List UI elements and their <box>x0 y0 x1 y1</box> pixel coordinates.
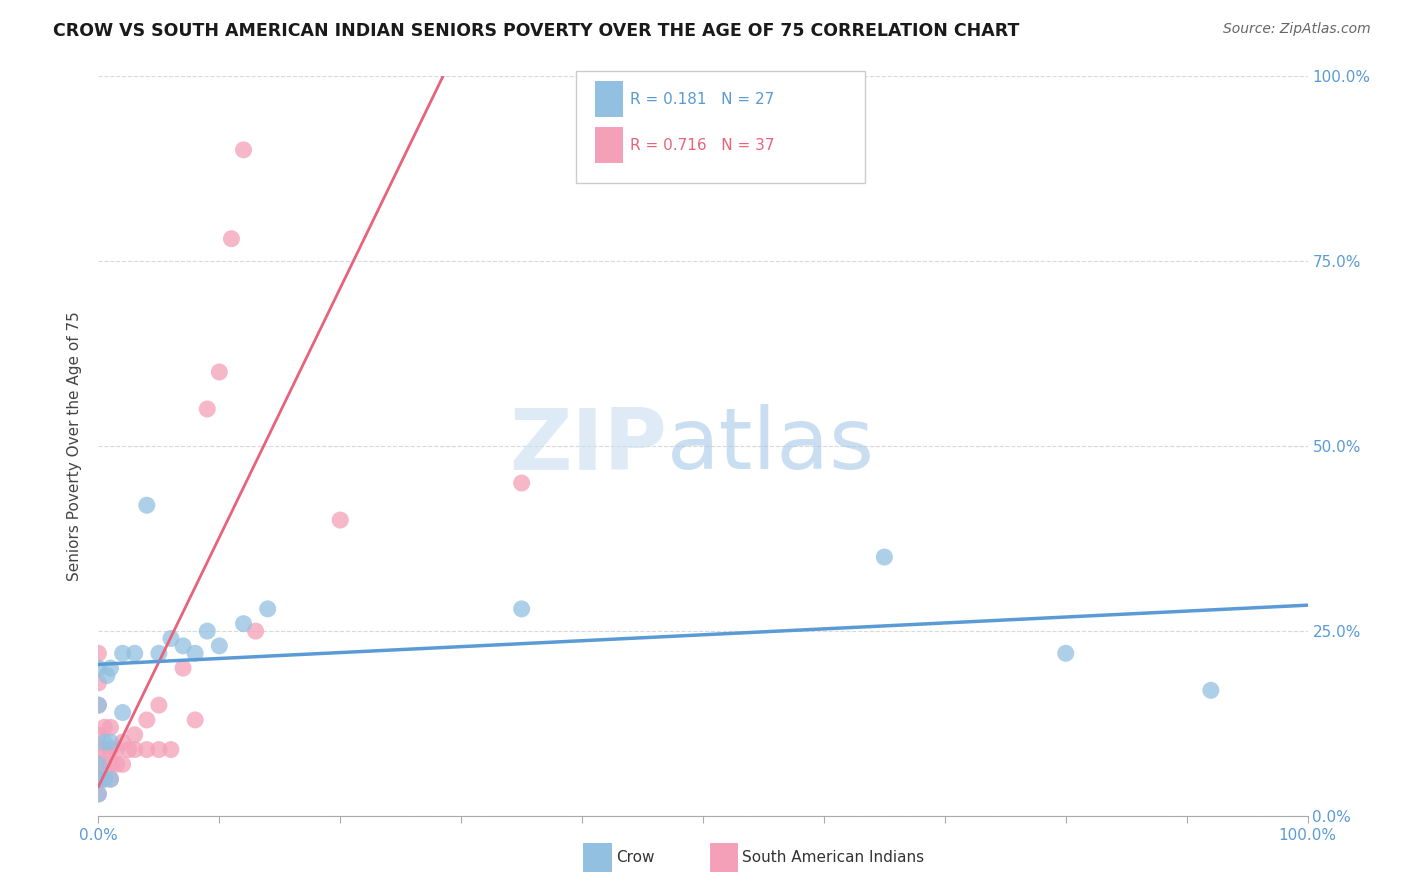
Point <box>100 661 122 675</box>
Point <box>208 639 231 653</box>
Point <box>195 624 218 639</box>
Point <box>172 639 194 653</box>
Point <box>148 742 170 756</box>
Text: Crow: Crow <box>616 850 654 865</box>
Point <box>100 742 122 756</box>
Text: ZIP: ZIP <box>509 404 666 488</box>
Point <box>111 706 134 720</box>
Text: South American Indians: South American Indians <box>742 850 925 865</box>
Point <box>93 757 115 772</box>
Text: R = 0.716   N = 37: R = 0.716 N = 37 <box>630 137 775 153</box>
Text: atlas: atlas <box>666 404 875 488</box>
Point <box>87 728 110 742</box>
Point <box>87 787 110 801</box>
Point <box>172 661 194 675</box>
Point <box>93 742 115 756</box>
Point <box>160 742 183 756</box>
Point <box>148 698 170 712</box>
Point <box>232 143 254 157</box>
Point <box>87 698 110 712</box>
Text: CROW VS SOUTH AMERICAN INDIAN SENIORS POVERTY OVER THE AGE OF 75 CORRELATION CHA: CROW VS SOUTH AMERICAN INDIAN SENIORS PO… <box>53 22 1019 40</box>
Point <box>100 772 122 787</box>
Point <box>87 646 110 660</box>
Point <box>100 757 122 772</box>
Point <box>118 742 141 756</box>
Point <box>93 772 115 787</box>
Point <box>208 365 231 379</box>
Point <box>510 475 533 490</box>
Point <box>135 713 157 727</box>
Point <box>256 602 278 616</box>
Point <box>87 772 110 787</box>
Point <box>87 676 110 690</box>
Point <box>111 646 134 660</box>
Point <box>87 698 110 712</box>
Point <box>232 616 254 631</box>
Point <box>93 720 115 734</box>
Point <box>105 757 128 772</box>
Point <box>195 401 218 416</box>
Text: Source: ZipAtlas.com: Source: ZipAtlas.com <box>1223 22 1371 37</box>
Point <box>87 772 110 787</box>
Point <box>87 742 110 756</box>
Point <box>87 787 110 801</box>
Point <box>100 735 122 749</box>
Point <box>329 513 352 527</box>
Point <box>105 742 128 756</box>
Point <box>184 646 207 660</box>
Point <box>96 668 118 682</box>
Point <box>184 713 207 727</box>
Y-axis label: Seniors Poverty Over the Age of 75: Seniors Poverty Over the Age of 75 <box>67 311 83 581</box>
Point <box>1199 683 1222 698</box>
Point <box>93 735 115 749</box>
Point <box>124 742 146 756</box>
Point <box>510 602 533 616</box>
Point <box>111 735 134 749</box>
Point <box>148 646 170 660</box>
Point <box>124 728 146 742</box>
Point <box>124 646 146 660</box>
Point <box>87 757 110 772</box>
Point <box>135 742 157 756</box>
Text: R = 0.181   N = 27: R = 0.181 N = 27 <box>630 92 775 106</box>
Point <box>87 661 110 675</box>
Point <box>93 772 115 787</box>
Point <box>873 549 896 565</box>
Point <box>100 720 122 734</box>
Point <box>87 757 110 772</box>
Point <box>111 757 134 772</box>
Point <box>100 772 122 787</box>
Point <box>160 632 183 646</box>
Point <box>1054 646 1077 660</box>
Point <box>245 624 267 639</box>
Point <box>135 498 157 512</box>
Point <box>221 232 243 246</box>
